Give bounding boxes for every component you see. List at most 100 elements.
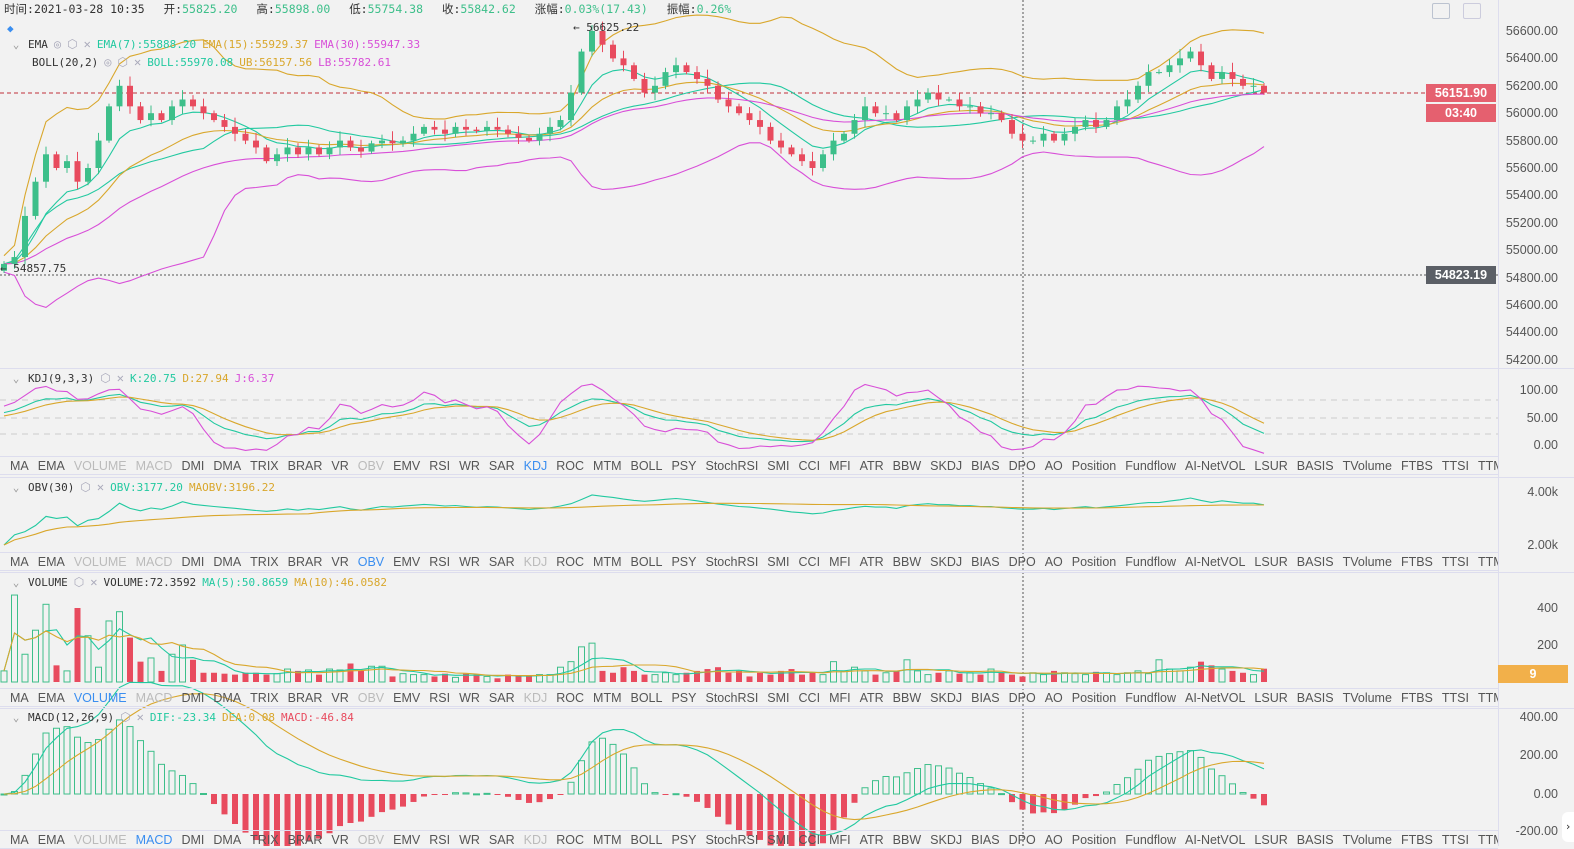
tab-ma[interactable]: MA (10, 690, 29, 705)
tab-ttmu[interactable]: TTMU (1477, 458, 1498, 473)
tab-sar[interactable]: SAR (488, 554, 515, 569)
volume-axis[interactable]: 400 200 (1498, 572, 1574, 708)
settings-icon[interactable]: ⬡ (117, 55, 128, 69)
tab-bbw[interactable]: BBW (892, 458, 922, 473)
tab-bbw[interactable]: BBW (892, 690, 922, 705)
tab-sar[interactable]: SAR (488, 832, 515, 847)
tab-rsi[interactable]: RSI (429, 690, 451, 705)
tab-fundflow[interactable]: Fundflow (1125, 832, 1176, 847)
tab-stochrsi[interactable]: StochRSI (705, 832, 759, 847)
tab-boll[interactable]: BOLL (630, 554, 663, 569)
tab-skdj[interactable]: SKDJ (930, 554, 963, 569)
settings-icon[interactable]: ⬡ (80, 480, 91, 494)
tab-ai-netvol[interactable]: AI-NetVOL (1184, 458, 1246, 473)
tab-kdj[interactable]: KDJ (523, 832, 548, 847)
tab-lsur[interactable]: LSUR (1254, 690, 1288, 705)
tab-dma[interactable]: DMA (213, 690, 242, 705)
tab-mfi[interactable]: MFI (829, 458, 851, 473)
collapse-chevron-icon[interactable]: ⌄ (12, 371, 20, 385)
tab-tvolume[interactable]: TVolume (1342, 832, 1392, 847)
tab-bias[interactable]: BIAS (971, 458, 1000, 473)
tab-volume[interactable]: VOLUME (73, 554, 127, 569)
tab-stochrsi[interactable]: StochRSI (705, 458, 759, 473)
tab-basis[interactable]: BASIS (1296, 832, 1334, 847)
tab-vr[interactable]: VR (331, 832, 349, 847)
price-axis[interactable]: 56600.00 56400.00 56200.00 56000.00 55800.00… (1498, 0, 1574, 368)
tab-fundflow[interactable]: Fundflow (1125, 554, 1176, 569)
tab-ftbs[interactable]: FTBS (1400, 554, 1433, 569)
tab-ttsi[interactable]: TTSI (1441, 832, 1469, 847)
close-icon[interactable]: ✕ (90, 575, 98, 589)
tab-obv[interactable]: OBV (357, 458, 385, 473)
tab-psy[interactable]: PSY (671, 554, 697, 569)
tab-volume[interactable]: VOLUME (73, 832, 127, 847)
tab-atr[interactable]: ATR (859, 458, 884, 473)
tab-wr[interactable]: WR (459, 554, 480, 569)
settings-icon[interactable]: ⬡ (73, 575, 85, 589)
tab-smi[interactable]: SMI (767, 690, 790, 705)
tab-kdj[interactable]: KDJ (523, 458, 548, 473)
tab-bias[interactable]: BIAS (971, 832, 1000, 847)
tab-ao[interactable]: AO (1044, 458, 1063, 473)
tab-mfi[interactable]: MFI (829, 554, 851, 569)
tab-atr[interactable]: ATR (859, 832, 884, 847)
tab-trix[interactable]: TRIX (250, 690, 279, 705)
close-icon[interactable]: ✕ (83, 37, 91, 51)
tab-mtm[interactable]: MTM (593, 690, 622, 705)
tab-ao[interactable]: AO (1044, 832, 1063, 847)
settings-icon[interactable]: ⬡ (100, 371, 111, 385)
tab-ema[interactable]: EMA (37, 690, 65, 705)
eye-icon[interactable]: ◎ (104, 55, 112, 69)
collapse-chevron-icon[interactable]: ⌄ (12, 710, 20, 724)
tab-brar[interactable]: BRAR (287, 690, 323, 705)
tab-bias[interactable]: BIAS (971, 554, 1000, 569)
close-icon[interactable]: ✕ (133, 55, 142, 69)
tab-sar[interactable]: SAR (488, 458, 515, 473)
tab-kdj[interactable]: KDJ (523, 690, 548, 705)
tab-obv[interactable]: OBV (357, 832, 385, 847)
tab-roc[interactable]: ROC (556, 690, 585, 705)
tab-position[interactable]: Position (1071, 832, 1117, 847)
obv-axis[interactable]: 4.00k 2.00k (1498, 477, 1574, 572)
tab-kdj[interactable]: KDJ (523, 554, 548, 569)
tab-macd[interactable]: MACD (135, 690, 173, 705)
macd-axis[interactable]: 400.00 200.00 0.00 -200.00 (1498, 708, 1574, 846)
tab-roc[interactable]: ROC (556, 458, 585, 473)
tab-macd[interactable]: MACD (135, 554, 173, 569)
tab-dpo[interactable]: DPO (1008, 690, 1036, 705)
tab-wr[interactable]: WR (459, 458, 480, 473)
tab-cci[interactable]: CCI (798, 554, 821, 569)
tab-position[interactable]: Position (1071, 554, 1117, 569)
tab-dpo[interactable]: DPO (1008, 458, 1036, 473)
tab-position[interactable]: Position (1071, 458, 1117, 473)
tab-dma[interactable]: DMA (213, 458, 242, 473)
tab-tvolume[interactable]: TVolume (1342, 554, 1392, 569)
tab-ftbs[interactable]: FTBS (1400, 690, 1433, 705)
tab-ftbs[interactable]: FTBS (1400, 832, 1433, 847)
tab-psy[interactable]: PSY (671, 690, 697, 705)
tab-basis[interactable]: BASIS (1296, 554, 1334, 569)
tab-dma[interactable]: DMA (213, 832, 242, 847)
tab-dmi[interactable]: DMI (181, 690, 205, 705)
tab-macd[interactable]: MACD (135, 458, 173, 473)
tab-smi[interactable]: SMI (767, 554, 790, 569)
tab-psy[interactable]: PSY (671, 832, 697, 847)
tab-skdj[interactable]: SKDJ (930, 690, 963, 705)
tab-ma[interactable]: MA (10, 458, 29, 473)
tab-ema[interactable]: EMA (37, 832, 65, 847)
tab-ai-netvol[interactable]: AI-NetVOL (1184, 690, 1246, 705)
tab-sar[interactable]: SAR (488, 690, 515, 705)
tab-emv[interactable]: EMV (393, 690, 421, 705)
tab-trix[interactable]: TRIX (250, 554, 279, 569)
tab-ttsi[interactable]: TTSI (1441, 554, 1469, 569)
tab-mfi[interactable]: MFI (829, 690, 851, 705)
tab-cci[interactable]: CCI (798, 458, 821, 473)
tab-boll[interactable]: BOLL (630, 690, 663, 705)
tab-volume[interactable]: VOLUME (73, 458, 127, 473)
tab-vr[interactable]: VR (331, 554, 349, 569)
tab-roc[interactable]: ROC (556, 832, 585, 847)
tab-dmi[interactable]: DMI (181, 458, 205, 473)
close-icon[interactable]: ✕ (136, 710, 144, 724)
tab-ttmu[interactable]: TTMU (1477, 832, 1498, 847)
eye-icon[interactable]: ◎ (53, 37, 62, 51)
